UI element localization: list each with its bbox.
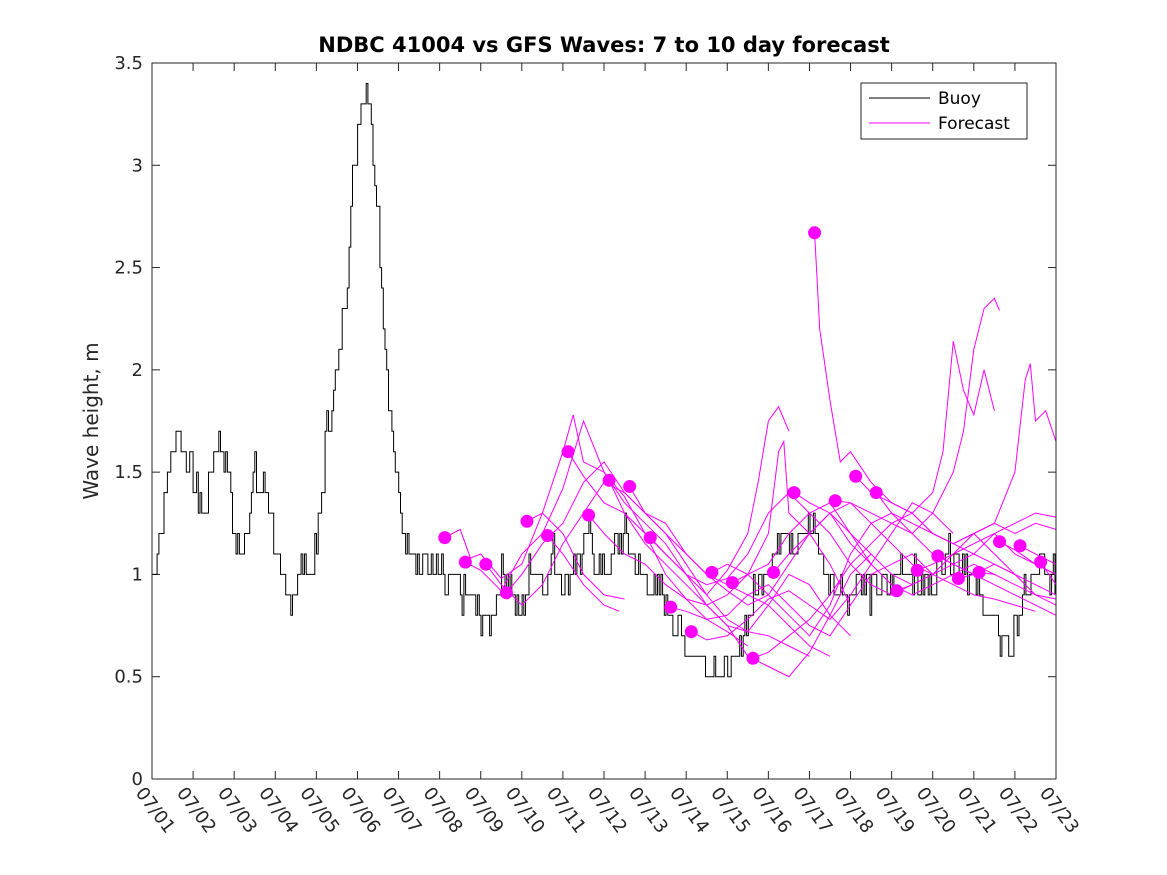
forecast-start-point — [1013, 539, 1027, 553]
forecast-run-line — [691, 502, 954, 641]
chart-title: NDBC 41004 vs GFS Waves: 7 to 10 day for… — [318, 33, 889, 57]
forecast-start-point — [828, 494, 842, 508]
forecast-run-line — [875, 363, 1057, 545]
forecast-run-line — [937, 555, 1057, 616]
y-tick-label: 0 — [132, 769, 143, 790]
x-tick-label: 07/17 — [788, 783, 836, 837]
x-tick-label: 07/03 — [213, 783, 261, 837]
forecast-start-point — [993, 535, 1006, 549]
forecast-start-point — [684, 625, 698, 639]
forecast-start-point — [910, 563, 924, 577]
x-tick-label: 07/15 — [706, 783, 754, 837]
forecast-run-line — [465, 405, 790, 596]
y-axis-label: Wave height, m — [79, 342, 103, 499]
x-tick-label: 07/12 — [583, 783, 631, 837]
x-tick-label: 07/14 — [665, 783, 713, 837]
y-tick-label: 3.5 — [114, 53, 143, 74]
forecast-run-line — [670, 553, 934, 637]
x-tick-label: 07/19 — [871, 783, 919, 837]
forecast-start-point — [931, 549, 945, 563]
buoy-series-line — [152, 83, 1056, 678]
x-tick-label: 07/08 — [419, 783, 467, 837]
forecast-start-point — [746, 651, 760, 665]
forecast-start-point — [623, 479, 637, 493]
legend-box — [860, 82, 1028, 140]
forecast-start-point — [520, 514, 534, 528]
legend-label-forecast: Forecast — [938, 114, 1010, 134]
forecast-start-point — [767, 565, 780, 579]
legend-label-buoy: Buoy — [938, 89, 981, 109]
x-tick-label: 07/10 — [501, 783, 549, 837]
forecast-run-line — [958, 563, 1057, 596]
forecast-run-line — [629, 486, 892, 606]
x-tick-label: 07/22 — [994, 783, 1042, 837]
forecast-start-point — [972, 565, 986, 579]
x-tick-label: 07/06 — [336, 783, 384, 837]
axes-frame — [151, 62, 1057, 780]
forecast-start-point — [705, 565, 719, 579]
y-tick-label: 2 — [132, 360, 143, 381]
forecast-run-line — [608, 480, 872, 678]
forecast-start-point — [951, 572, 965, 586]
x-tick-label: 07/07 — [378, 783, 426, 837]
x-tick-label: 07/04 — [254, 783, 302, 837]
x-tick-label: 07/18 — [830, 783, 878, 837]
forecast-start-point — [1034, 555, 1048, 569]
x-tick-label: 07/20 — [912, 783, 960, 837]
x-tick-label: 07/16 — [747, 783, 795, 837]
forecast-start-point — [643, 531, 657, 545]
forecast-run-line — [773, 502, 1036, 612]
x-tick-label: 07/21 — [953, 783, 1001, 837]
forecast-start-point — [541, 529, 554, 543]
y-tick-label: 1.5 — [114, 462, 143, 483]
forecast-run-line — [978, 571, 1057, 600]
plot-background — [152, 63, 1056, 779]
plot-area: 00.511.522.533.507/0107/0207/0307/0407/0… — [114, 53, 1083, 837]
x-tick-label: 07/13 — [624, 783, 672, 837]
forecast-start-point — [849, 469, 863, 483]
forecast-start-point — [499, 586, 513, 600]
forecast-start-point — [458, 555, 472, 569]
forecast-start-point — [582, 508, 596, 522]
forecast-start-point — [787, 486, 801, 500]
forecast-run-line — [526, 512, 625, 600]
y-tick-label: 2.5 — [114, 258, 143, 279]
forecast-start-point — [602, 473, 616, 487]
y-tick-label: 1 — [132, 564, 143, 585]
x-tick-label: 07/11 — [542, 783, 590, 837]
forecast-run-line — [917, 532, 1057, 575]
x-tick-label: 07/23 — [1035, 783, 1083, 837]
forecast-start-point — [438, 531, 452, 545]
x-tick-label: 07/09 — [460, 783, 508, 837]
forecast-run-line — [855, 341, 995, 514]
y-tick-label: 0.5 — [114, 667, 143, 688]
x-tick-label: 07/05 — [295, 783, 343, 837]
forecast-start-point — [664, 600, 678, 614]
forecast-start-point — [808, 226, 822, 240]
forecast-run-line — [649, 491, 913, 596]
forecast-run-line — [547, 535, 620, 612]
forecast-run-line — [896, 512, 1057, 592]
forecast-start-point — [479, 557, 493, 571]
x-tick-label: 07/02 — [172, 783, 220, 837]
forecast-run-line — [835, 297, 1000, 535]
forecast-run-line — [506, 461, 831, 657]
forecast-start-point — [869, 486, 883, 500]
forecast-start-point — [561, 445, 575, 459]
forecast-run-line — [732, 502, 995, 596]
forecast-start-point — [890, 584, 904, 598]
legend: Buoy Forecast — [860, 82, 1028, 140]
forecast-start-point — [725, 576, 739, 590]
y-tick-label: 3 — [132, 155, 143, 176]
x-tick-label: 07/01 — [131, 783, 179, 837]
